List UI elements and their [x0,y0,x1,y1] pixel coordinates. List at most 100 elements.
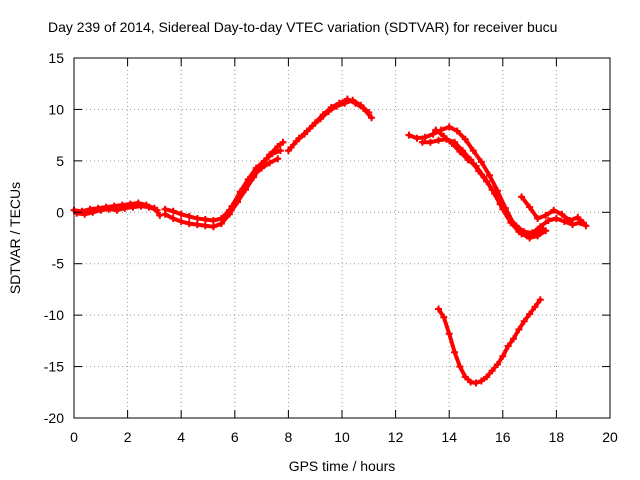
data-point [153,206,161,214]
data-point [574,213,582,221]
y-tick-label: -15 [44,359,64,375]
data-point [311,119,319,127]
data-point [512,222,520,230]
grid [74,58,610,418]
data-point [472,379,480,387]
data-point [544,217,552,224]
x-tick-label: 12 [388,429,404,445]
x-tick-label: 4 [177,429,185,445]
x-tick-label: 16 [495,429,511,445]
data-point [121,204,129,212]
x-tick-label: 14 [441,429,457,445]
data-point [515,326,523,333]
data-point [220,215,228,222]
data-point [209,217,217,224]
data-point [504,342,512,350]
data-point [137,202,145,210]
data-point [405,131,413,139]
data-point [552,215,560,222]
data-point [156,211,164,219]
y-tick-label: 5 [56,153,64,169]
data-point [445,330,453,338]
data-point [504,212,512,220]
series-arc-b [73,202,161,218]
chart-title: Day 239 of 2014, Sidereal Day-to-day VTE… [48,19,557,35]
data-point [528,229,536,237]
data-point [244,175,252,183]
data-point [177,210,185,218]
data-point [445,123,453,131]
x-tick-label: 0 [70,429,78,445]
data-point [169,215,177,222]
data-point [429,130,437,138]
series-arc-j [432,126,590,237]
data-point [303,127,311,135]
data-point [432,126,440,134]
y-tick-label: -10 [44,307,64,323]
data-point [169,207,177,215]
data-point [520,317,528,325]
data-point [89,208,97,216]
x-tick-label: 2 [124,429,132,445]
data-point [488,186,496,194]
series-arc-d [161,155,282,224]
data-point [287,144,295,151]
data-point [274,143,282,150]
data-point [209,223,217,231]
x-axis-title: GPS time / hours [289,458,396,474]
x-tick-label: 8 [285,429,293,445]
data-point [518,193,526,201]
data-point [477,377,485,385]
data-point [276,147,284,155]
data-point [421,133,429,141]
series-arc-k [518,193,587,227]
data-point [579,219,587,227]
data-point [193,215,201,222]
data-point [185,220,193,228]
data-point [319,111,327,119]
data-point [485,171,493,179]
data-point [201,222,209,230]
y-tick-label: 10 [48,101,64,117]
y-tick-label: 0 [56,204,64,220]
data-point [335,99,343,107]
data-points [70,95,590,387]
data-point [426,138,434,146]
data-point [453,127,461,135]
data-point [496,200,504,208]
data-point [542,211,550,219]
data-point [451,348,459,356]
data-point [488,367,496,375]
series-arc-l [435,296,544,387]
x-tick-label: 6 [231,429,239,445]
data-point [193,221,201,229]
data-point [228,202,236,210]
data-point [351,99,359,107]
y-axis-title: SDTVAR / TECUs [7,182,23,294]
data-point [469,147,477,155]
data-point [268,150,276,158]
data-point [480,173,488,181]
series-arc-e [220,147,284,222]
data-point [368,114,375,122]
data-point [260,157,268,165]
series-arc-g [287,95,375,151]
series-arc-i [418,135,547,240]
data-point [536,296,544,304]
data-point [129,203,137,211]
data-point [435,136,442,144]
data-point [201,216,209,223]
data-point [526,310,534,318]
data-point [461,373,469,381]
data-point [566,217,574,224]
data-point [461,135,469,143]
data-point [477,158,485,166]
x-tick-label: 18 [549,429,565,445]
data-point [274,155,282,163]
data-point [161,205,169,213]
y-tick-label: 15 [48,50,64,66]
data-point [483,373,491,381]
data-point [413,134,421,142]
data-point [499,352,507,360]
